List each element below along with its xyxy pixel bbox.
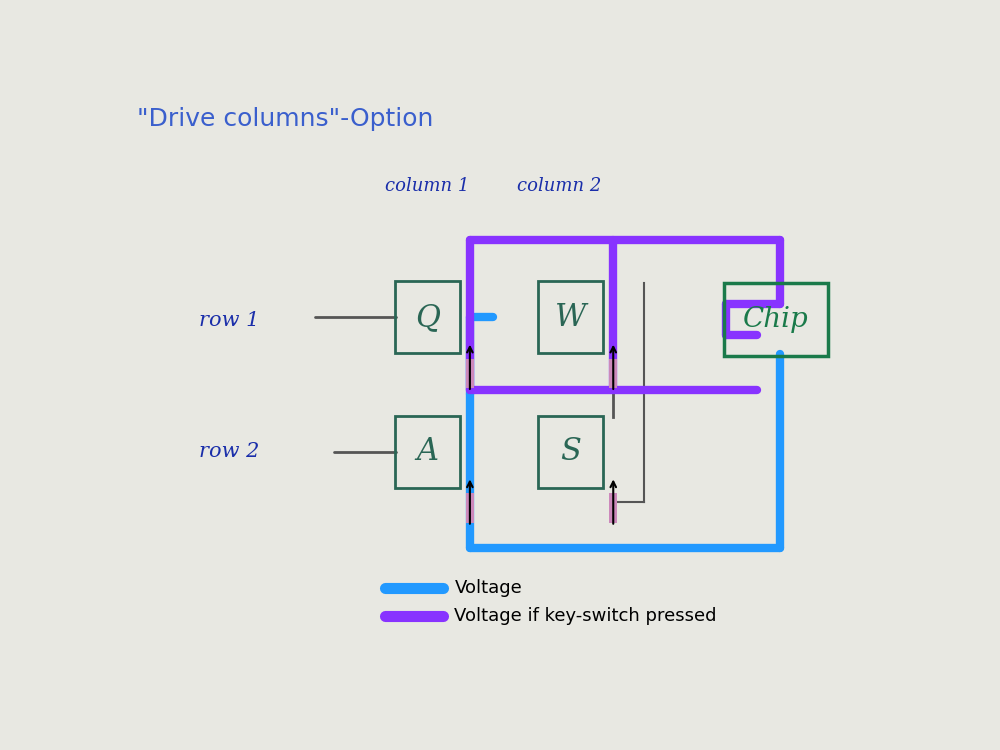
Text: row 2: row 2 [199, 442, 259, 461]
Text: column 2: column 2 [517, 177, 601, 195]
Text: Voltage: Voltage [454, 579, 522, 597]
Text: Q: Q [415, 302, 440, 333]
Text: row 1: row 1 [199, 311, 259, 331]
Bar [466, 494, 474, 523]
Text: Chip: Chip [743, 306, 809, 333]
Bar [466, 358, 474, 388]
Bar [609, 358, 617, 388]
Text: "Drive columns"-Option: "Drive columns"-Option [137, 107, 433, 131]
Text: column 1: column 1 [385, 177, 469, 195]
Text: Voltage if key-switch pressed: Voltage if key-switch pressed [454, 607, 717, 625]
Text: W: W [555, 302, 586, 333]
Bar [609, 494, 617, 523]
Text: A: A [416, 436, 438, 467]
Text: S: S [560, 436, 581, 467]
